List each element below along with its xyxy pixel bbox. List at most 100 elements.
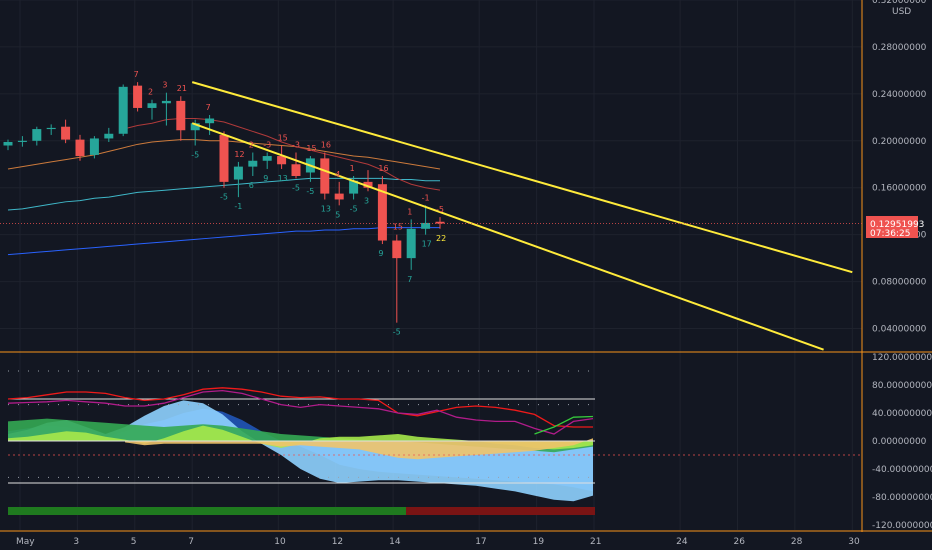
sequential-count-label: -5 <box>292 183 300 192</box>
time-tick-label: 17 <box>475 537 486 547</box>
sequential-count-label: 3 <box>162 81 167 90</box>
sequential-count-label: -5 <box>436 205 444 214</box>
oscillator-line <box>7 387 593 428</box>
sequential-count-label: -1 <box>234 202 242 211</box>
moving-average-line <box>123 118 441 191</box>
current-price-label: 0.12951993 <box>870 220 924 230</box>
candle-body <box>334 193 344 200</box>
price-tick-label: 0.20000000 <box>872 137 927 147</box>
candle-body <box>262 156 272 161</box>
oscillator-tick-label: 120.00000000 <box>872 353 932 363</box>
candle-body <box>291 164 301 176</box>
candle-body <box>377 184 387 241</box>
time-tick-label: May <box>16 537 35 547</box>
sequential-count-label: 5 <box>335 210 340 219</box>
time-tick-label: 19 <box>533 537 545 547</box>
sequential-count-label: 1 <box>407 207 412 216</box>
candle-body <box>32 129 42 141</box>
sequential-count-label: 12 <box>234 150 244 159</box>
sequential-count-label: -5 <box>220 193 228 202</box>
candle-body <box>147 103 157 108</box>
sequential-count-label: 13 <box>321 204 331 213</box>
candle-body <box>219 134 229 182</box>
time-tick-label: 24 <box>676 537 688 547</box>
candle-body <box>161 100 171 104</box>
oscillator-tick-label: -40.00000000 <box>872 465 932 475</box>
sequential-count-label: -5 <box>350 204 358 213</box>
sequential-count-label: 9 <box>378 249 383 258</box>
price-tick-label: 0.16000000 <box>872 184 927 194</box>
sequential-count-label: 3 <box>364 196 369 205</box>
price-tag: 0.12951993 07:36:25 <box>866 216 924 239</box>
time-tick-label: 28 <box>791 537 803 547</box>
oscillator-pane[interactable] <box>7 370 862 515</box>
state-bar-bear <box>406 507 595 515</box>
trendline <box>191 122 824 351</box>
candle-body <box>392 240 402 259</box>
sequential-count-label: 9 <box>263 174 268 183</box>
time-tick-label: 3 <box>73 537 79 547</box>
price-tick-label: 0.32000000 <box>872 0 927 6</box>
sequential-count-label: 7 <box>407 275 412 284</box>
oscillator-tick-label: 40.00000000 <box>872 409 932 419</box>
sequential-count-label: -3 <box>263 141 271 150</box>
candle-body <box>421 222 431 229</box>
candle-body <box>3 141 13 146</box>
candle-body <box>17 140 27 142</box>
candle-body <box>75 139 85 157</box>
oscillator-tick-label: 80.00000000 <box>872 381 932 391</box>
price-tick-label: 0.08000000 <box>872 278 927 288</box>
sequential-count-label: 21 <box>177 84 187 93</box>
time-tick-label: 14 <box>389 537 401 547</box>
sequential-count-label: 2 <box>148 88 153 97</box>
oscillator-tick-label: -120.00000000 <box>872 521 932 531</box>
sequential-count-label: 15 <box>306 144 316 153</box>
sequential-count-label: 15 <box>278 133 288 142</box>
candle-body <box>104 133 114 139</box>
candle-body <box>349 180 359 194</box>
sequential-count-label: -5 <box>393 328 401 337</box>
price-tick-label: 0.28000000 <box>872 43 927 53</box>
sequential-count-label: -5 <box>306 187 314 196</box>
time-tick-label: 7 <box>188 537 194 547</box>
time-axis[interactable]: May 3 5 7 10 12 14 17 19 21 24 26 28 30 <box>16 537 860 547</box>
price-tick-label: 0.24000000 <box>872 90 927 100</box>
sequential-count-label: 2 <box>249 141 254 150</box>
sequential-count-label: -3 <box>292 141 300 150</box>
candle-body <box>406 228 416 259</box>
candle-body <box>118 86 128 134</box>
oscillator-line <box>534 415 594 435</box>
candle-body <box>435 221 445 224</box>
oscillator-line <box>7 389 594 435</box>
candle-body <box>363 181 373 188</box>
time-tick-label: 30 <box>848 537 860 547</box>
candle-body <box>61 126 71 140</box>
oscillator-tick-label: -80.00000000 <box>872 493 932 503</box>
candle-body <box>133 85 143 108</box>
sequential-count-label: 16 <box>321 141 331 150</box>
candle-body <box>190 123 200 131</box>
sequential-count-label: 7 <box>134 70 139 79</box>
time-tick-label: 12 <box>332 537 343 547</box>
sequential-count-label: 15 <box>393 223 403 232</box>
candle-body <box>89 138 99 155</box>
sequential-count-label: 16 <box>378 164 388 173</box>
moving-average-line <box>7 227 440 256</box>
time-tick-label: 5 <box>131 537 137 547</box>
sequential-count-label: 13 <box>278 174 288 183</box>
countdown-label: 07:36:25 <box>870 229 910 239</box>
sequential-count-label: 6 <box>249 181 254 190</box>
trendline <box>191 81 853 274</box>
sequential-count-label: 17 <box>422 240 432 249</box>
oscillator-tick-label: 0.00000000 <box>872 437 927 447</box>
sequential-count-label: 4 <box>335 170 340 179</box>
oscillator-area <box>125 438 593 460</box>
state-bar-bull <box>8 507 406 515</box>
time-tick-label: 10 <box>274 537 286 547</box>
candle-body <box>176 100 186 131</box>
oscillator-axis[interactable]: 120.00000000 80.00000000 40.00000000 0.0000… <box>872 353 932 531</box>
sequential-count-label: -5 <box>191 150 199 159</box>
candle-body <box>320 158 330 194</box>
